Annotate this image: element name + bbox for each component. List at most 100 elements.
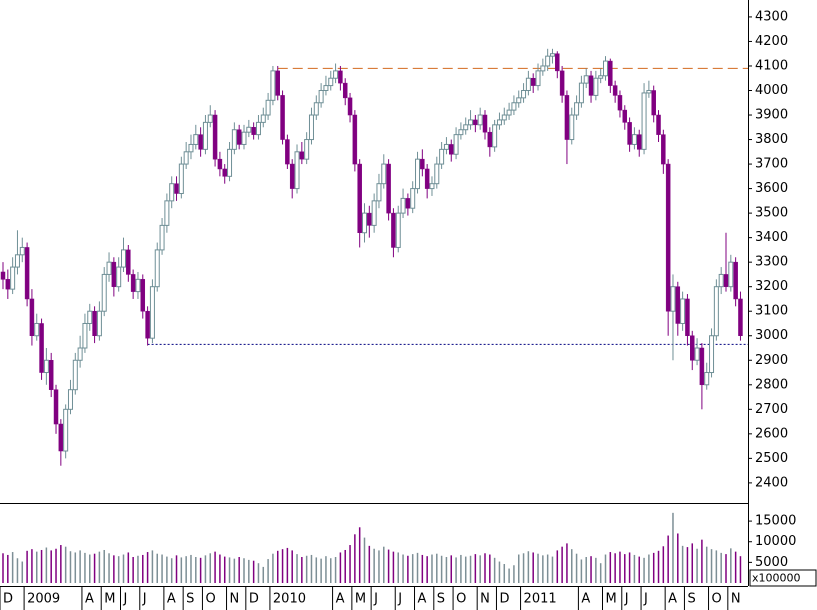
x-tick-label: A: [418, 592, 427, 607]
volume-bar: [262, 566, 265, 583]
volume-bar: [93, 553, 96, 583]
candle-body: [646, 89, 652, 94]
candle-body: [525, 77, 531, 91]
candle-body: [135, 278, 141, 293]
candle-body: [482, 114, 488, 133]
candle-body: [477, 114, 483, 126]
volume-tick-label: 5000: [755, 555, 788, 570]
volume-bar: [585, 557, 587, 583]
candle-body: [453, 134, 459, 155]
x-tick-label: A: [167, 592, 176, 607]
volume-bar: [696, 548, 698, 583]
candle-body: [405, 198, 411, 209]
candle-body: [651, 90, 656, 116]
volume-bar: [595, 557, 597, 583]
candle-body: [255, 121, 261, 136]
candle-body: [381, 163, 387, 185]
candle-body: [313, 102, 319, 116]
volume-bar: [614, 553, 616, 583]
volume-bar: [233, 558, 236, 583]
candle-body: [535, 70, 541, 87]
volume-bar: [416, 552, 419, 583]
volume-bar: [542, 555, 544, 583]
volume-bar: [493, 557, 496, 583]
candle-body: [183, 151, 189, 165]
volume-bar: [257, 563, 260, 583]
candle-body: [559, 70, 565, 96]
candle-body: [92, 310, 97, 336]
candle-body: [63, 408, 69, 452]
candle-body: [29, 298, 35, 336]
volume-bar: [527, 551, 530, 583]
volume-bar: [725, 554, 727, 583]
candle-body: [154, 249, 160, 288]
x-tick-label: 2009: [27, 592, 60, 607]
candle-body: [126, 249, 131, 275]
candle-body: [617, 95, 623, 111]
candle-body: [521, 89, 527, 99]
candle-body: [367, 212, 372, 226]
volume-bar: [199, 557, 202, 583]
volume-bar: [464, 556, 467, 583]
volume-bar: [479, 555, 481, 583]
x-tick-label: N: [480, 592, 490, 607]
volume-bar: [113, 555, 115, 583]
volume-bar: [734, 551, 737, 583]
candle-body: [270, 70, 276, 101]
candle-body: [685, 298, 690, 336]
candle-body: [656, 114, 661, 135]
volume-bar: [739, 556, 742, 583]
candle-body: [58, 423, 64, 452]
candle-body: [236, 129, 242, 145]
x-tick-label: J: [142, 592, 147, 607]
candle-body: [34, 322, 40, 337]
volume-bar: [2, 553, 4, 583]
volume-bar: [619, 551, 621, 583]
y-tick-label: 4100: [755, 58, 788, 73]
candle-body: [530, 77, 536, 86]
candle-body: [217, 158, 223, 170]
y-tick-label: 3800: [755, 132, 788, 147]
candle-body: [492, 124, 498, 148]
volume-bar: [31, 549, 33, 583]
y-tick-label: 4200: [755, 34, 788, 49]
volume-bar: [609, 552, 612, 583]
x-tick-label: 2010: [273, 592, 306, 607]
candle-body: [67, 389, 73, 410]
y-tick-label: 3400: [755, 230, 788, 245]
x-tick-label: O: [205, 592, 215, 607]
x-tick-label: A: [668, 592, 677, 607]
volume-bar: [368, 545, 371, 583]
candle-body: [19, 246, 25, 256]
candle-body: [371, 200, 377, 226]
volume-bar: [286, 547, 289, 583]
volume-bar: [349, 545, 351, 583]
volume-bar: [426, 556, 428, 583]
candle-body: [87, 310, 93, 324]
volume-bar: [701, 539, 703, 583]
volume-bar: [378, 550, 380, 583]
candle-body: [627, 122, 632, 145]
candle-body: [53, 389, 59, 425]
volume-bar: [686, 547, 689, 583]
candle-body: [555, 53, 560, 72]
candle-body: [473, 119, 478, 126]
x-tick-label: J: [624, 592, 629, 607]
volume-bar: [21, 561, 24, 583]
volume-bar: [710, 549, 713, 583]
candle-body: [420, 158, 425, 170]
y-tick-label: 3900: [755, 108, 788, 123]
volume-bar: [455, 557, 457, 583]
candle-body: [48, 360, 54, 390]
candle-body: [641, 92, 647, 150]
volume-bar: [60, 545, 62, 583]
volume-bar: [89, 554, 91, 583]
x-tick-label: A: [581, 592, 590, 607]
volume-bar: [69, 551, 72, 583]
volume-bar: [638, 556, 640, 583]
candle-body: [227, 148, 233, 177]
volume-bar: [705, 546, 708, 583]
volume-bar: [305, 555, 308, 583]
y-tick-label: 3700: [755, 157, 788, 172]
